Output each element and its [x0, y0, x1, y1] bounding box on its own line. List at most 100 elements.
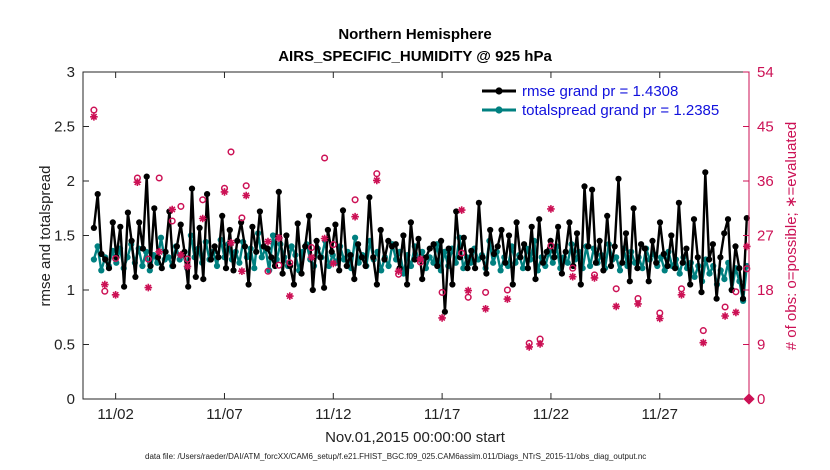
rmse-point — [230, 267, 237, 274]
rmse-point — [687, 281, 694, 288]
rmse-point — [739, 295, 747, 302]
totalspread-point — [90, 256, 97, 263]
obs-evaluated-marker — [220, 188, 229, 196]
rmse-point — [404, 281, 411, 288]
rmse-point — [415, 235, 422, 242]
rmse-point — [577, 281, 584, 288]
obs-evaluated-marker — [721, 312, 729, 320]
legend-spread-marker — [495, 106, 503, 114]
rmse-point — [615, 175, 622, 182]
totalspread-point — [385, 262, 392, 270]
x-tick-label: 11/07 — [206, 406, 242, 423]
totalspread-point — [564, 259, 571, 266]
obs-evaluated-marker — [612, 302, 620, 311]
rmse-point — [585, 243, 592, 250]
obs-possible-marker — [227, 148, 235, 156]
rmse-point — [105, 265, 113, 272]
rmse-point — [222, 265, 230, 272]
obs-evaluated-marker — [111, 291, 120, 299]
totalspread-point — [721, 276, 728, 283]
rmse-point — [736, 265, 743, 272]
rmse-point — [521, 241, 528, 248]
y-right-tick-label: 27 — [757, 228, 774, 245]
obs-possible-marker — [482, 288, 490, 296]
obs-possible-marker — [168, 217, 176, 225]
rmse-point — [170, 262, 177, 270]
rmse-point — [215, 254, 222, 261]
obs-possible-marker — [307, 244, 316, 252]
totalspread-point — [691, 273, 698, 280]
rmse-point — [128, 237, 135, 244]
rmse-point — [494, 243, 501, 250]
rmse-point — [468, 247, 475, 254]
rmse-point — [509, 281, 516, 288]
legend-box — [476, 78, 741, 120]
rmse-point — [536, 216, 543, 223]
y-tick-label: 1.5 — [54, 228, 75, 245]
rmse-point — [407, 219, 414, 226]
rmse-point — [411, 256, 418, 263]
obs-evaluated-marker — [464, 286, 472, 295]
y-right-tick-label: 0 — [757, 391, 765, 408]
totalspread-point — [706, 270, 713, 277]
obs-possible-marker — [547, 242, 555, 250]
totalspread-point — [497, 267, 504, 274]
obs-evaluated-marker — [547, 205, 555, 213]
totalspread-point — [676, 270, 683, 277]
rmse-point — [158, 265, 165, 272]
rmse-point — [264, 245, 271, 252]
obs-possible-marker — [438, 288, 446, 296]
rmse-point — [298, 270, 305, 277]
rmse-point — [611, 243, 618, 250]
obs-possible-marker — [183, 255, 192, 263]
rmse-point — [302, 243, 309, 250]
obs-evaluated-marker — [536, 340, 544, 348]
totalspread-point — [325, 262, 332, 270]
obs-evaluated-marker — [168, 205, 176, 214]
y-tick-label: 3 — [67, 64, 75, 81]
rmse-point — [196, 224, 203, 231]
rmse-point — [204, 191, 211, 198]
obs-evaluated-marker — [133, 178, 142, 186]
rmse-point — [358, 254, 365, 261]
obs-possible-marker — [721, 303, 729, 311]
legend-spread-label: totalspread grand pr = 1.2385 — [522, 102, 719, 119]
obs-evaluated-marker — [743, 242, 751, 251]
chart-subtitle: AIRS_SPECIFIC_HUMIDITY @ 925 hPa — [278, 48, 552, 65]
rmse-point — [102, 256, 109, 263]
rmse-point — [475, 199, 482, 206]
rmse-point — [339, 207, 347, 214]
obs-evaluated-marker — [656, 314, 664, 323]
obs-evaluated-marker — [275, 234, 283, 242]
rmse-point — [607, 262, 615, 270]
obs-evaluated-marker — [198, 214, 207, 223]
rmse-point — [464, 265, 471, 272]
totalspread-point — [157, 234, 165, 241]
rmse-point — [589, 186, 596, 193]
rmse-point — [173, 243, 180, 250]
obs-evaluated-marker — [394, 267, 403, 275]
rmse-point — [732, 243, 739, 250]
rmse-point — [664, 262, 671, 270]
rmse-point — [434, 262, 441, 270]
rmse-point — [139, 245, 146, 252]
obs-evaluated-marker — [699, 338, 708, 347]
rmse-point — [479, 254, 486, 261]
rmse-point — [373, 281, 380, 288]
rmse-point — [362, 262, 369, 270]
rmse-point — [724, 216, 732, 223]
rmse-point — [743, 215, 750, 222]
totalspread-point — [519, 265, 527, 272]
rmse-point — [136, 219, 143, 226]
totalspread-point — [613, 254, 620, 261]
rmse-point — [309, 286, 316, 294]
obs-evaluated-marker — [101, 280, 109, 289]
rmse-point — [226, 226, 233, 234]
rmse-point — [641, 245, 649, 252]
rmse-point — [283, 232, 290, 239]
rmse-point — [121, 283, 128, 290]
rmse-point — [551, 254, 558, 261]
obs-possible-marker — [569, 264, 577, 272]
rmse-point — [490, 250, 498, 258]
obs-possible-marker — [464, 293, 472, 301]
